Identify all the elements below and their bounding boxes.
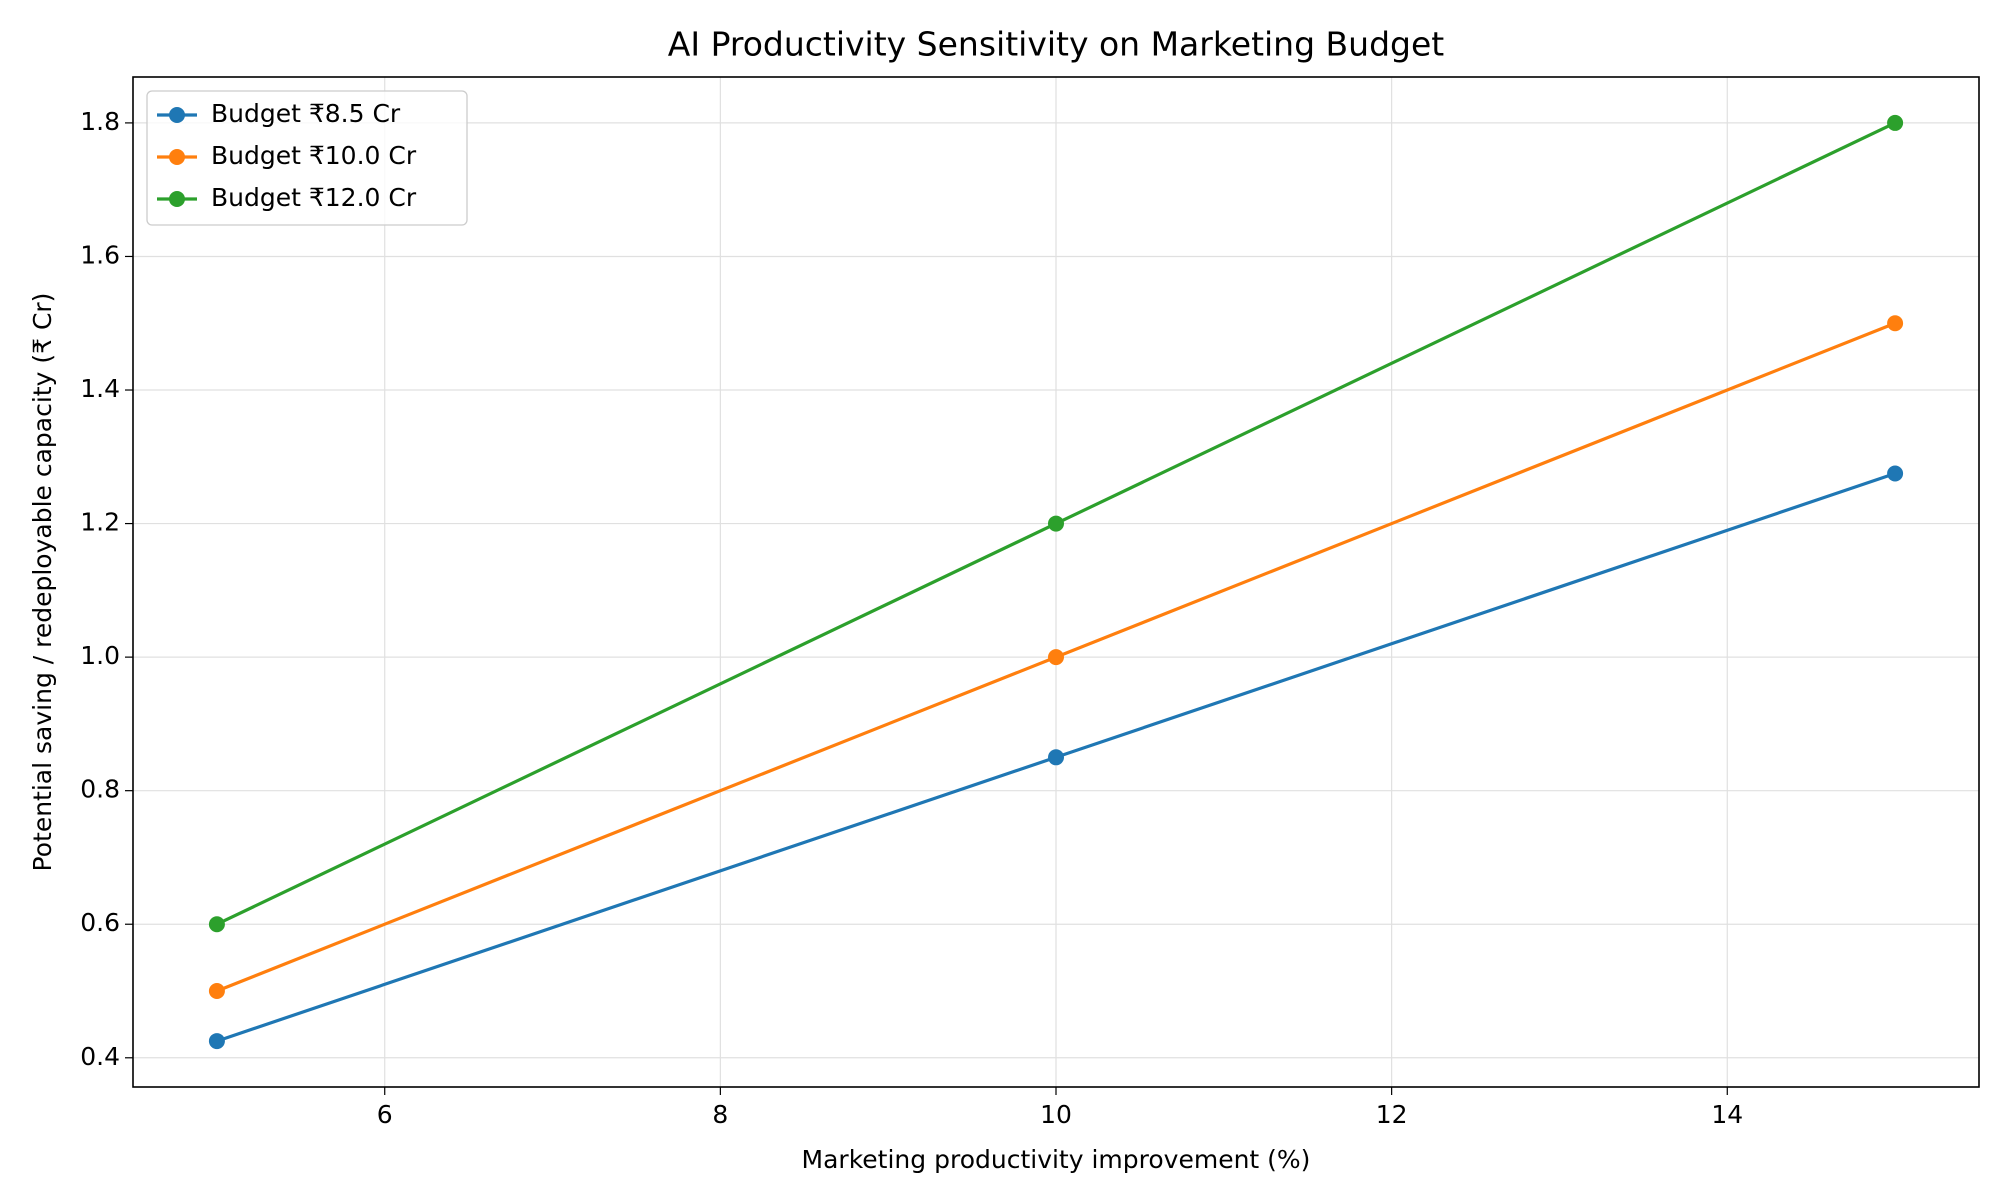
- y-tick-label: 0.6: [80, 908, 120, 937]
- data-point: [1048, 649, 1064, 666]
- data-point: [1887, 465, 1904, 482]
- data-point: [208, 916, 225, 933]
- x-tick-label: 8: [712, 1100, 728, 1129]
- y-tick-label: 1.0: [80, 641, 120, 670]
- legend-marker: [169, 149, 185, 165]
- y-tick-label: 0.4: [80, 1042, 120, 1071]
- y-axis-label: Potential saving / redeployable capacity…: [28, 293, 57, 872]
- y-tick-label: 1.8: [80, 107, 120, 136]
- data-point: [208, 983, 225, 1000]
- x-tick-label: 6: [377, 1100, 393, 1129]
- chart-title: AI Productivity Sensitivity on Marketing…: [668, 25, 1445, 64]
- legend-label: Budget ₹8.5 Cr: [211, 99, 401, 128]
- legend-label: Budget ₹12.0 Cr: [211, 183, 417, 212]
- y-tick-label: 1.2: [80, 508, 120, 537]
- x-axis-label: Marketing productivity improvement (%): [802, 1145, 1311, 1174]
- x-tick-label: 12: [1376, 1100, 1408, 1129]
- y-tick-label: 1.6: [80, 240, 120, 269]
- legend-box: [146, 90, 468, 226]
- data-point: [1048, 515, 1064, 532]
- legend-label: Budget ₹10.0 Cr: [211, 141, 417, 170]
- legend: Budget ₹8.5 Cr Budget ₹10.0 Cr Budget ₹12.…: [146, 90, 468, 226]
- y-tick-label: 1.4: [80, 374, 120, 403]
- x-tick-label: 10: [1040, 1100, 1072, 1129]
- plot-frame: [132, 76, 1980, 1088]
- legend-marker: [169, 191, 185, 207]
- legend-marker: [169, 107, 185, 123]
- y-tick-label: 0.8: [80, 775, 120, 804]
- data-point: [1048, 749, 1064, 766]
- data-point: [1887, 315, 1904, 332]
- data-point: [208, 1033, 225, 1050]
- x-tick-label: 14: [1711, 1100, 1743, 1129]
- data-point: [1887, 114, 1904, 131]
